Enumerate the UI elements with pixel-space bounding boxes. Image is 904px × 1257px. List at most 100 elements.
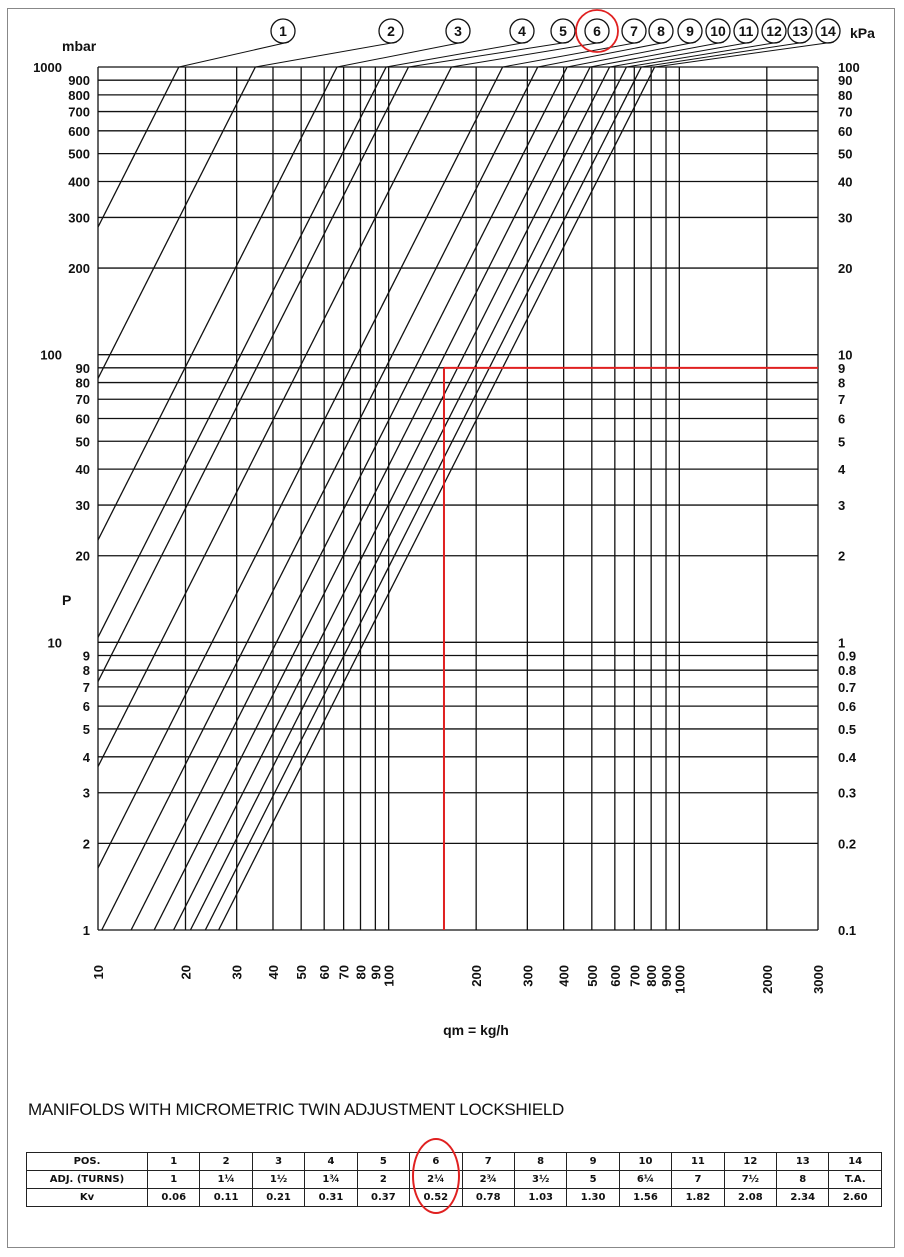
table-row: Kv 0.06 0.11 0.21 0.31 0.37 0.52 0.78 1.03 1.30 1.… [26, 1188, 882, 1207]
series-label-13: 13 [792, 23, 808, 39]
x-tick-label: 300 [520, 965, 535, 987]
series-label-4: 4 [518, 23, 526, 39]
y-tick-label-left: 60 [76, 411, 90, 426]
y-tick-label-right: 0.8 [838, 663, 856, 678]
x-tick-label: 900 [659, 965, 674, 987]
y-tick-label-left: 6 [83, 699, 90, 714]
table-cell: 5 [566, 1170, 620, 1189]
x-tick-label: 600 [608, 965, 623, 987]
table-cell: 1½ [251, 1170, 306, 1189]
table-cell: 12 [723, 1152, 778, 1171]
y-tick-label-left: 3 [83, 786, 90, 801]
x-tick-label: 500 [585, 965, 600, 987]
series-label-3: 3 [454, 23, 462, 39]
series-leader-7 [502, 41, 641, 68]
series-label-14: 14 [820, 23, 836, 39]
kv-line-5 [98, 67, 410, 684]
y-tick-label-left: 300 [68, 210, 90, 225]
series-leader-9 [567, 41, 697, 68]
series-label-10: 10 [710, 23, 726, 39]
table-cell: 1.03 [513, 1188, 568, 1207]
kv-table: POS. 1 2 3 4 5 6 7 8 9 10 11 12 13 14 ADJ. (TURNS) 1 1¼ 1½… [26, 1152, 882, 1207]
series-label-6: 6 [593, 23, 601, 39]
table-cell: 1¾ [304, 1170, 358, 1189]
y-tick-label-right: 40 [838, 174, 852, 189]
series-label-11: 11 [739, 23, 754, 39]
table-cell: 0.78 [461, 1188, 515, 1207]
y-tick-label-right: 80 [838, 88, 852, 103]
table-cell: 11 [671, 1152, 725, 1171]
y-tick-label-right: 9 [838, 361, 845, 376]
y-tick-label-left: 400 [68, 174, 90, 189]
series-label-5: 5 [559, 23, 567, 39]
x-tick-label: 1000 [672, 965, 687, 994]
y-tick-label-left: 100 [40, 348, 62, 363]
x-tick-label: 90 [368, 965, 383, 979]
x-tick-label: 30 [230, 965, 245, 979]
series-label-7: 7 [630, 23, 638, 39]
table-cell: 1.82 [671, 1188, 725, 1207]
series-label-2: 2 [387, 23, 395, 39]
series-leader-13 [641, 41, 807, 68]
table-cell: 2 [199, 1152, 253, 1171]
y-tick-label-left: 5 [83, 722, 90, 737]
table-cell: 6¼ [618, 1170, 673, 1189]
x-axis-label: qm = kg/h [443, 1022, 509, 1038]
table-row-header: ADJ. (TURNS) [26, 1170, 148, 1189]
table-cell: 5 [356, 1152, 411, 1171]
kv-line-8 [101, 67, 539, 930]
x-tick-label: 100 [382, 965, 397, 987]
x-tick-label: 20 [178, 965, 193, 979]
y-tick-label-right: 0.1 [838, 923, 856, 938]
table-row-header: POS. [26, 1152, 148, 1171]
flow-chart: 1 0.12 0.23 0.34 0.45 0.56 0.67 0.78 0.89 0.910 12… [33, 9, 875, 1038]
y-tick-label-right: 10 [838, 348, 852, 363]
table-cell: 9 [566, 1152, 620, 1171]
kv-line-14 [218, 67, 656, 930]
series-leader-11 [609, 41, 753, 68]
kv-line-3 [98, 67, 338, 542]
x-tick-label: 400 [557, 965, 572, 987]
kv-line-1 [98, 67, 180, 229]
y-tick-label-right: 70 [838, 105, 852, 120]
table-cell: 1 [146, 1152, 201, 1171]
table-cell: 0.31 [304, 1188, 358, 1207]
y-tick-label-right: 0.7 [838, 680, 856, 695]
series-leader-5 [408, 41, 570, 68]
series-leader-1 [178, 41, 290, 68]
table-cell: 2¾ [461, 1170, 515, 1189]
y-tick-label-left: 800 [68, 88, 90, 103]
y-tick-label-left: 7 [83, 680, 90, 695]
table-cell: 1 [146, 1170, 201, 1189]
y-tick-label-right: 0.2 [838, 836, 856, 851]
table-cell: 10 [618, 1152, 673, 1171]
table-cell: 7 [671, 1170, 725, 1189]
series-leader-2 [255, 41, 398, 68]
page-frame [7, 8, 895, 1248]
y-tick-label-right: 5 [838, 434, 845, 449]
kv-line-11 [173, 67, 611, 930]
highlight-oval [412, 1138, 460, 1214]
kv-line-6 [98, 67, 453, 769]
y-axis-label: P [62, 592, 71, 608]
table-cell: 7½ [723, 1170, 778, 1189]
table-cell: 1.30 [566, 1188, 620, 1207]
table-cell: 0.06 [146, 1188, 201, 1207]
y-tick-label-right: 6 [838, 411, 845, 426]
table-row: ADJ. (TURNS) 1 1¼ 1½ 1¾ 2 2¼ 2¾ 3½ 5 6¼ 7 7½ 8 T.A. [26, 1170, 882, 1189]
table-cell: T.A. [828, 1170, 882, 1189]
x-tick-label: 10 [91, 965, 106, 979]
table-cell: 3 [251, 1152, 306, 1171]
y-tick-label-left: 8 [83, 663, 90, 678]
y-tick-label-left: 70 [76, 392, 90, 407]
y-tick-label-right: 8 [838, 376, 845, 391]
y-tick-label-right: 50 [838, 147, 852, 162]
x-tick-label: 40 [266, 965, 281, 979]
table-cell: 1¼ [199, 1170, 253, 1189]
x-tick-label: 60 [317, 965, 332, 979]
y-tick-label-right: 0.9 [838, 648, 856, 663]
x-tick-label: 800 [644, 965, 659, 987]
y-tick-label-right: 20 [838, 261, 852, 276]
series-leader-4 [386, 41, 529, 68]
